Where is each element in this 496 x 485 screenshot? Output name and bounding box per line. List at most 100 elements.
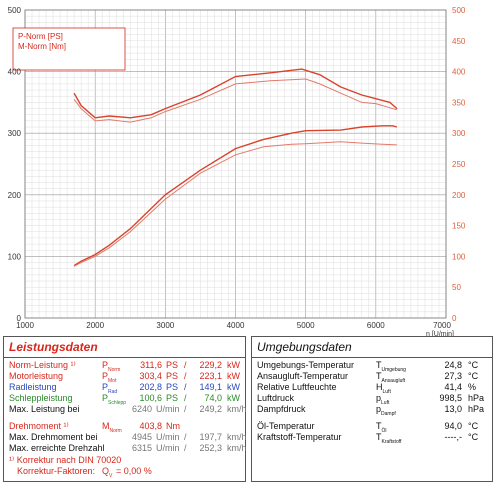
row-symbol: TÖl	[376, 421, 387, 434]
dyno-chart: P-Norm [PS] M-Norm [Nm] 1000 2000 3000 4000…	[8, 6, 466, 336]
row-value: 13,0	[444, 404, 462, 414]
row-unit-2: kW	[227, 360, 240, 370]
row-label: Drehmoment ¹⁾	[9, 421, 69, 431]
y-left-tick-label: 0	[17, 314, 22, 323]
row-sep: /	[184, 443, 187, 453]
row-sep: /	[184, 371, 187, 381]
row-value-1: 303,4	[139, 371, 162, 381]
legend-box	[12, 27, 126, 71]
leistung-row: Max. erreichte Drehzahl 6315 U/min / 252,3 km…	[4, 443, 247, 454]
row-unit-1: PS	[166, 360, 179, 370]
y-left-tick-label: 300	[8, 129, 22, 138]
row-unit: %	[468, 382, 477, 392]
row-symbol: TUmgebung	[376, 360, 406, 373]
y-left-tick-label: 400	[8, 68, 22, 77]
chart-legend: P-Norm [PS] M-Norm [Nm]	[12, 27, 126, 71]
x-tick-label: 4000	[227, 321, 245, 330]
row-unit-2: km/h	[227, 404, 247, 414]
row-unit: °C	[468, 421, 479, 431]
legend-p-norm: P-Norm [PS]	[18, 32, 63, 41]
series-line-0	[73, 125, 398, 267]
row-symbol: TAnsaugluft	[376, 371, 406, 384]
y-right-tick-label: 300	[452, 129, 466, 138]
row-value: ----,-	[444, 432, 463, 442]
row-symbol: PNorm	[102, 360, 121, 373]
row-unit-2: kW	[227, 393, 240, 403]
leistungsdaten-title: Leistungsdaten	[4, 337, 245, 358]
row-symbol: HLuft	[376, 382, 391, 395]
series-line-3	[73, 78, 398, 123]
x-tick-label: 7000	[433, 321, 451, 330]
leistung-row: Radleistung PRad 202,8 PS / 149,1 kW	[4, 382, 245, 395]
row-label: Max. Leistung bei	[9, 404, 80, 414]
row-value-1: 6315	[131, 443, 152, 453]
row-value: 24,8	[444, 360, 462, 370]
umgebung-row: Luftdruck pLuft 998,5 hPa	[252, 393, 492, 406]
y-left-tick-label: 100	[8, 252, 22, 261]
footnote-din: ¹⁾ Korrektur nach DIN 70020	[9, 455, 122, 465]
row-unit-2: km/h	[227, 432, 247, 442]
row-value-2: 229,2	[199, 360, 222, 370]
row-value-2: 74,0	[204, 393, 222, 403]
factor-symbol: QV	[102, 466, 113, 479]
y-right-tick-label: 350	[452, 98, 466, 107]
leistung-row: Drehmoment ¹⁾ MNorm 403,8 Nm	[4, 421, 245, 434]
row-symbol: PRad	[102, 382, 118, 395]
row-symbol: pLuft	[376, 393, 390, 406]
row-unit-1: U/min	[156, 432, 180, 442]
x-axis-label: n [U/min]	[426, 331, 454, 336]
row-label: Max. erreichte Drehzahl	[9, 443, 105, 453]
row-value-2: 252,3	[199, 443, 222, 453]
y-right-tick-label: 150	[452, 222, 466, 231]
row-value-1: 4945	[131, 432, 152, 442]
row-label: Luftdruck	[257, 393, 295, 403]
row-value-2: 149,1	[199, 382, 222, 392]
row-sep: /	[184, 382, 187, 392]
row-value: 998,5	[439, 393, 462, 403]
leistung-row: Schleppleistung PSchlepp 100,6 PS / 74,0 kW	[4, 393, 245, 406]
row-label: Kraftstoff-Temperatur	[257, 432, 342, 442]
row-unit-1: U/min	[156, 443, 180, 453]
row-unit: °C	[468, 371, 479, 381]
plot-frame	[24, 9, 447, 319]
row-label: Norm-Leistung ¹⁾	[9, 360, 76, 370]
row-symbol: pDampf	[376, 404, 396, 417]
row-label: Max. Drehmoment bei	[9, 432, 98, 442]
row-value: 94,0	[444, 421, 462, 431]
row-value-1: 100,6	[139, 393, 162, 403]
row-value: 27,3	[444, 371, 462, 381]
chart-series	[73, 68, 398, 267]
row-value-2: 249,2	[199, 404, 222, 414]
row-unit: °C	[468, 360, 479, 370]
row-label: Dampfdruck	[257, 404, 306, 414]
series-line-2	[73, 68, 398, 119]
row-value-1: 6240	[131, 404, 152, 414]
row-unit-1: PS	[166, 371, 179, 381]
y-right-tick-label: 0	[452, 314, 457, 323]
umgebung-row: Ansaugluft-Temperatur TAnsaugluft 27,3 °C	[252, 371, 492, 384]
row-unit: hPa	[468, 393, 485, 403]
row-unit-2: km/h	[227, 443, 247, 453]
row-symbol: PMot	[102, 371, 117, 384]
row-value-1: 202,8	[139, 382, 162, 392]
chart-axes	[24, 9, 447, 319]
row-unit-2: kW	[227, 371, 240, 381]
leistung-row: Max. Drehmoment bei 4945 U/min / 197,7 km/h	[4, 432, 247, 443]
row-label: Radleistung	[9, 382, 57, 392]
row-label: Öl-Temperatur	[257, 421, 315, 431]
row-label: Relative Luftfeuchte	[257, 382, 337, 392]
row-sep: /	[184, 360, 187, 370]
umgebung-row: Kraftstoff-Temperatur TKraftstoff ----,- °C	[252, 432, 492, 445]
row-unit-1: PS	[166, 393, 179, 403]
x-tick-label: 6000	[367, 321, 385, 330]
y-left-tick-label: 200	[8, 191, 22, 200]
row-sep: /	[184, 404, 187, 414]
row-label: Schleppleistung	[9, 393, 73, 403]
umgebungsdaten-title: Umgebungsdaten	[252, 337, 492, 358]
leistung-row: Max. Leistung bei 6240 U/min / 249,2 km/h	[4, 404, 247, 415]
row-value-1: 311,6	[140, 360, 162, 370]
row-value-2: 223,1	[199, 371, 222, 381]
row-symbol: TKraftstoff	[376, 432, 402, 445]
series-line-1	[73, 141, 397, 267]
y-left-tick-label: 500	[8, 6, 22, 15]
